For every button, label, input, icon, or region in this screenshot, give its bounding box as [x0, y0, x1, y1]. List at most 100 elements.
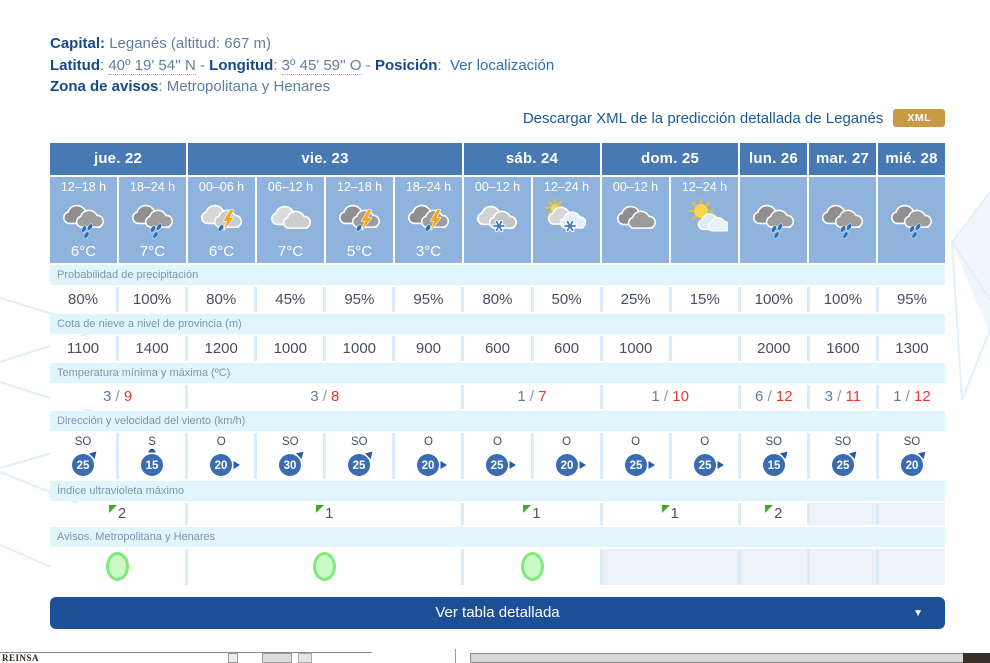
wind-direction-label: O [493, 435, 502, 448]
footer-partial-scrollbar [470, 653, 982, 663]
svg-text:20: 20 [422, 460, 435, 472]
aviso-green-circle-icon [520, 552, 544, 581]
weather-icon-snow-sun [544, 196, 590, 242]
aviso-green-circle-icon [313, 552, 337, 581]
snow-level-cell: 1200 [188, 335, 255, 361]
weather-icon-sun-clouds [682, 196, 728, 242]
wind-speed-icon: 25 [478, 449, 517, 483]
download-xml-text: Descargar XML de la predicción detallada… [522, 109, 884, 127]
footer-divider [0, 652, 372, 653]
posicion-label: Posición [374, 56, 438, 74]
forecast-page: Capital: Leganés (altitud: 667 m) Latitu… [50, 0, 945, 629]
day-header-row: jue. 22 vie. 23 sáb. 24 dom. 25 lun. 26 mar. … [50, 142, 945, 175]
location-meta: Capital: Leganés (altitud: 667 m) Latitu… [50, 33, 945, 98]
wind-speed-icon: 25 [340, 449, 378, 483]
snow-level-cell: 2000 [740, 335, 807, 361]
footer-partial-text: REINSA [2, 653, 40, 663]
weather-icon-rain-dark [61, 196, 107, 242]
time-slot-label: 00–06 h [198, 179, 245, 194]
uv-value: 2 [774, 505, 783, 522]
wind-cell: O 25 [464, 432, 531, 479]
time-slot-label: 18–24 h [129, 179, 176, 194]
slot-temperature: 6°C [70, 242, 97, 260]
temperature-cell: 3 / 8 [188, 384, 462, 409]
wind-direction-label: O [700, 435, 710, 448]
ver-tabla-detallada-button[interactable]: Ver tabla detallada ▼ [50, 596, 945, 629]
detail-button-label: Ver tabla detallada [435, 604, 560, 621]
uv-cell: 1 [464, 502, 600, 525]
weather-icon-rain-dark [889, 196, 935, 242]
precip-cell: 95% [395, 286, 462, 312]
snow-level-cell: 1000 [257, 335, 324, 361]
day-header-cell: mié. 28 [878, 142, 945, 175]
forecast-slot-cell: 18–24 h 3°C [395, 176, 462, 263]
wind-direction-label: SO [765, 435, 783, 448]
latitud-value-link[interactable]: 40º 19' 54'' N [108, 56, 196, 75]
uv-flag-icon [661, 505, 670, 513]
wind-speed-icon: 20 [548, 449, 586, 483]
weather-icon-rain-dark [820, 196, 866, 242]
wind-cell: S 15 [119, 432, 186, 479]
row-label-wind: Dirección y velocidad del viento (km/h) [50, 410, 945, 431]
day-header-cell: vie. 23 [188, 142, 462, 175]
snow-level-cell: 600 [464, 335, 531, 361]
aviso-cell [464, 548, 600, 585]
svg-text:25: 25 [353, 460, 366, 472]
aviso-cell [809, 548, 876, 585]
latitud-label: Latitud [50, 56, 100, 74]
wind-direction-label: SO [351, 435, 368, 448]
uv-cell [809, 502, 876, 525]
row-label-snow: Cota de nieve a nivel de provincia (m) [50, 313, 945, 334]
avisos-values-row [50, 548, 945, 585]
svg-text:25: 25 [698, 460, 711, 472]
wind-cell: O 20 [188, 432, 255, 479]
ver-localizacion-link[interactable]: Ver localización [449, 56, 555, 74]
time-slot-label: 18–24 h [405, 179, 452, 194]
time-slot-label: 12–18 h [336, 179, 383, 194]
uv-value: 2 [118, 505, 127, 522]
row-label-temp: Temperatura mínima y máxima (ºC) [50, 362, 945, 383]
time-slot-label: 00–12 h [612, 179, 659, 194]
wind-cell: O 25 [602, 432, 669, 479]
wind-direction-label: O [631, 435, 641, 448]
weather-icon-rain-dark [130, 196, 176, 242]
wind-speed-icon: 15 [755, 449, 793, 483]
capital-line: Capital: Leganés (altitud: 667 m) [50, 33, 945, 55]
wind-direction-label: O [216, 435, 226, 448]
precip-cell: 15% [671, 286, 738, 312]
snow-level-values-row: 1100 1400 1200 1000 1000 900 600 600 1000 2000 160… [50, 335, 945, 361]
precip-cell: 50% [533, 286, 600, 312]
wind-speed-icon: 25 [64, 449, 102, 483]
precip-cell: 80% [188, 286, 255, 312]
forecast-slot-cell [740, 176, 807, 263]
wind-speed-icon: 30 [271, 449, 309, 483]
svg-text:15: 15 [146, 460, 159, 472]
svg-text:25: 25 [629, 460, 642, 472]
precip-cell: 100% [809, 286, 876, 312]
uv-value: 1 [532, 505, 541, 522]
weather-icon-clouds-light [268, 196, 314, 242]
footer-partial-strip: REINSA [0, 649, 990, 663]
weather-icon-storm-dark [337, 196, 383, 242]
wind-cell: O 25 [671, 432, 738, 479]
temperature-cell: 3 / 9 [50, 384, 186, 409]
temperature-cell: 3 / 11 [809, 384, 876, 409]
snow-level-cell: 600 [533, 335, 600, 361]
forecast-slot-cell [878, 176, 945, 263]
temperature-cell: 1 / 10 [602, 384, 738, 409]
wind-direction-label: O [423, 435, 433, 448]
snow-level-cell: 1100 [50, 335, 117, 361]
uv-flag-icon [316, 505, 325, 513]
uv-values-row: 2 1 1 1 2 [50, 502, 945, 525]
wind-speed-icon: 20 [202, 449, 241, 483]
wind-cell: SO 25 [50, 432, 117, 479]
wind-cell: SO 30 [257, 432, 324, 479]
svg-text:25: 25 [836, 460, 849, 472]
xml-download-button[interactable]: XML [893, 108, 945, 127]
forecast-slot-cell: 00–06 h 6°C [188, 176, 255, 263]
longitud-value-link[interactable]: 3º 45' 59'' O [281, 56, 362, 75]
aviso-cell [878, 548, 945, 585]
time-slot-label: 06–12 h [267, 179, 314, 194]
